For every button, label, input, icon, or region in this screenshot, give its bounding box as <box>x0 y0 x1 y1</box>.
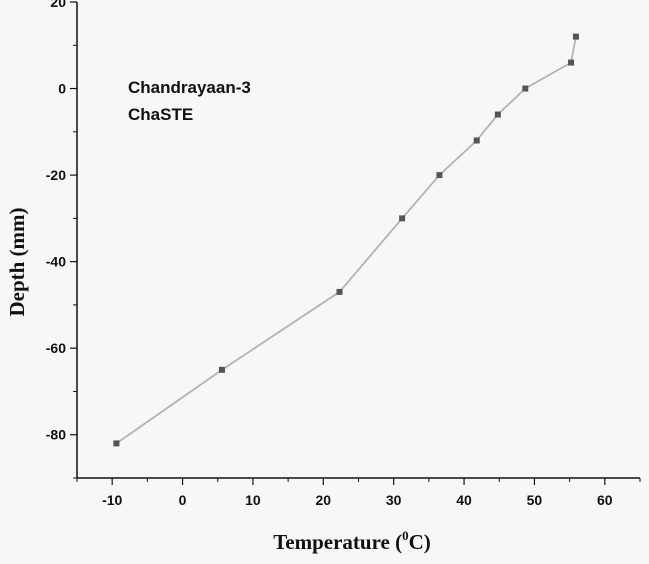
data-point <box>568 59 575 66</box>
y-axis-title: Depth (mm) <box>5 207 29 316</box>
data-point <box>494 111 501 118</box>
y-tick-label: -80 <box>46 427 66 443</box>
x-tick-label: 60 <box>597 492 613 508</box>
axes <box>76 2 640 479</box>
data-point <box>473 137 480 144</box>
data-point <box>336 288 343 295</box>
data-point <box>572 33 579 40</box>
data-point <box>436 172 443 179</box>
data-point <box>399 215 406 222</box>
annotation-line-2: ChaSTE <box>128 105 193 124</box>
data-point <box>113 440 120 447</box>
series <box>113 33 579 447</box>
ticks: -10 0 10 20 30 40 50 60 20 0 -20 -40 -60 -80 <box>46 0 641 508</box>
x-tick-label: 0 <box>179 492 187 508</box>
x-axis-title-end: C) <box>409 530 431 554</box>
data-point <box>218 366 225 373</box>
x-axis-title: Temperature (0C) <box>273 528 431 554</box>
x-tick-label: 30 <box>386 492 402 508</box>
y-tick-label: 0 <box>58 81 66 97</box>
y-tick-label: -20 <box>46 167 66 183</box>
y-tick-label: 20 <box>50 0 66 10</box>
x-axis-title-superscript: 0 <box>402 528 409 543</box>
y-tick-label: -60 <box>46 340 66 356</box>
series-line <box>115 36 577 445</box>
x-tick-label: 20 <box>316 492 332 508</box>
x-axis-title-main: Temperature ( <box>273 530 402 554</box>
x-tick-label: 50 <box>527 492 543 508</box>
x-tick-label: 40 <box>456 492 472 508</box>
y-tick-label: -40 <box>46 254 66 270</box>
x-tick-label: -10 <box>102 492 122 508</box>
annotation-line-1: Chandrayaan-3 <box>128 78 251 97</box>
data-point <box>522 85 529 92</box>
x-tick-label: 10 <box>245 492 261 508</box>
